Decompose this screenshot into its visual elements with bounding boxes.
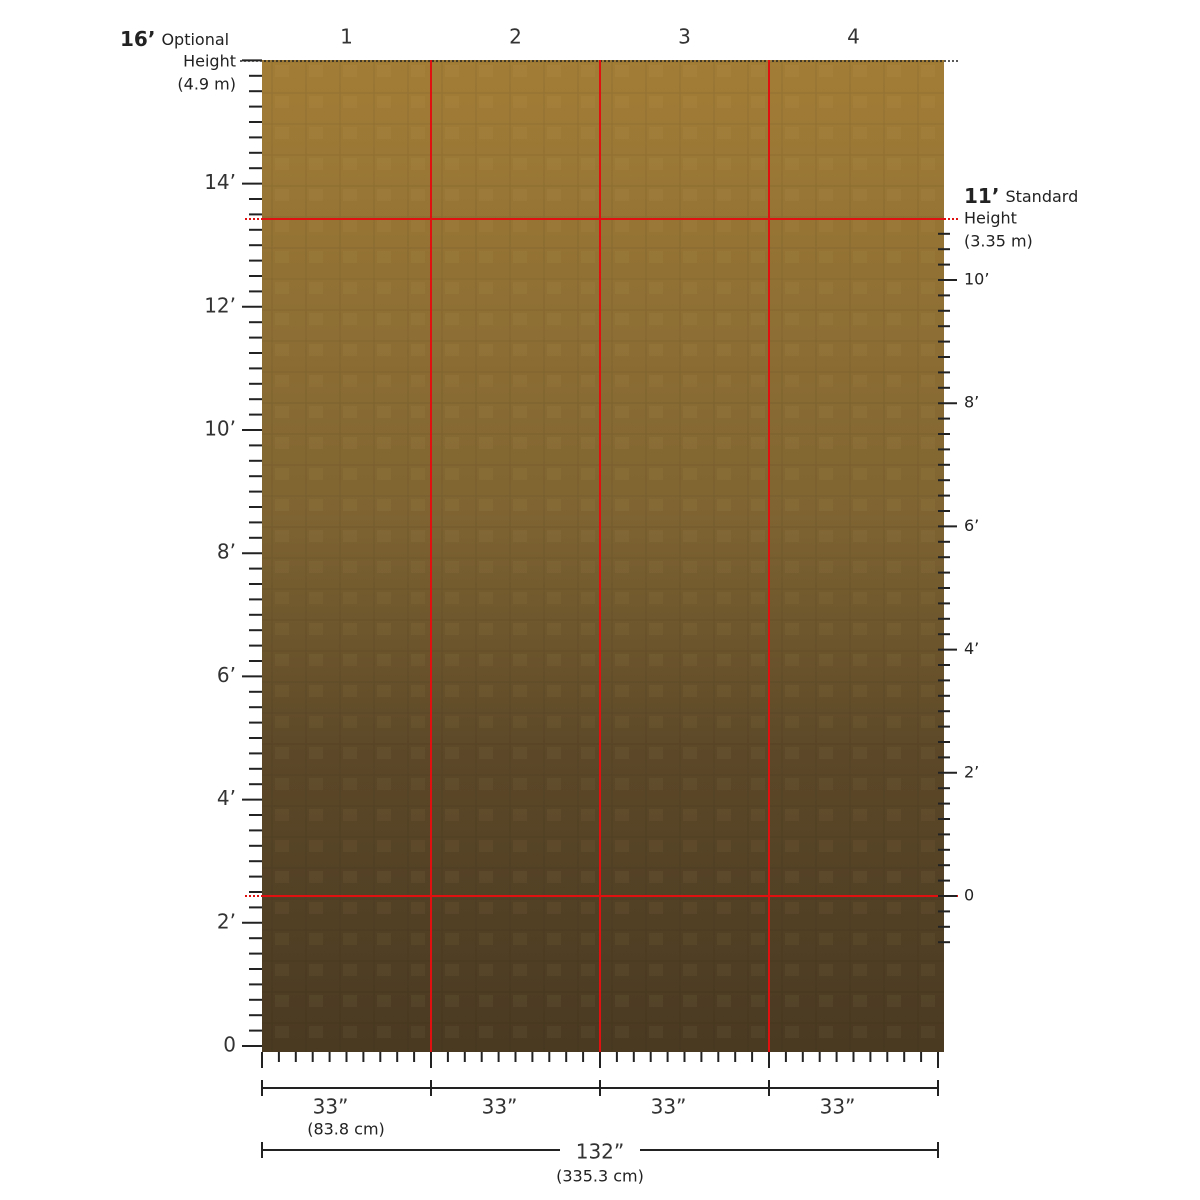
panel-number: 4: [847, 25, 860, 49]
panel-width-metric: (83.8 cm): [307, 1120, 385, 1139]
left-scale-label: 10’: [204, 417, 236, 441]
left-scale-label: 6’: [217, 663, 236, 687]
metric: (3.35 m): [964, 232, 1033, 251]
right-scale-label: 0: [964, 886, 974, 905]
feet: 11’: [964, 184, 999, 208]
left-scale-label: 8’: [217, 540, 236, 564]
metric: (4.9 m): [177, 75, 236, 94]
word: Standard: [1005, 187, 1078, 206]
panel-number: 3: [678, 25, 691, 49]
right-scale-label: 6’: [964, 516, 979, 535]
total-width: 132”: [576, 1140, 625, 1164]
panel-number: 2: [509, 25, 522, 49]
right-scale-label: 8’: [964, 393, 979, 412]
word: Height: [183, 52, 236, 71]
right-scale-label: 10’: [964, 270, 989, 289]
standard-height: 11’ Standard: [964, 184, 1078, 208]
right-scale-label: 4’: [964, 639, 979, 658]
panel-width: 33”: [313, 1095, 349, 1119]
left-scale-label: 4’: [217, 786, 236, 810]
panel-number: 1: [340, 25, 353, 49]
left-scale-label: 0: [223, 1033, 236, 1057]
word: Optional: [161, 30, 229, 49]
panel-width: 33”: [651, 1095, 687, 1119]
left-scale-label: 12’: [204, 293, 236, 317]
left-scale-label: 2’: [217, 909, 236, 933]
optional-height: 16’ Optional: [120, 27, 229, 51]
word: Height: [964, 209, 1017, 228]
panel-width: 33”: [820, 1095, 856, 1119]
panel-width: 33”: [482, 1095, 518, 1119]
wallpaper-texture: [262, 60, 944, 1052]
total-width-metric: (335.3 cm): [556, 1167, 644, 1186]
feet: 16’: [120, 27, 155, 51]
right-scale-label: 2’: [964, 762, 979, 781]
left-scale-label: 14’: [204, 170, 236, 194]
